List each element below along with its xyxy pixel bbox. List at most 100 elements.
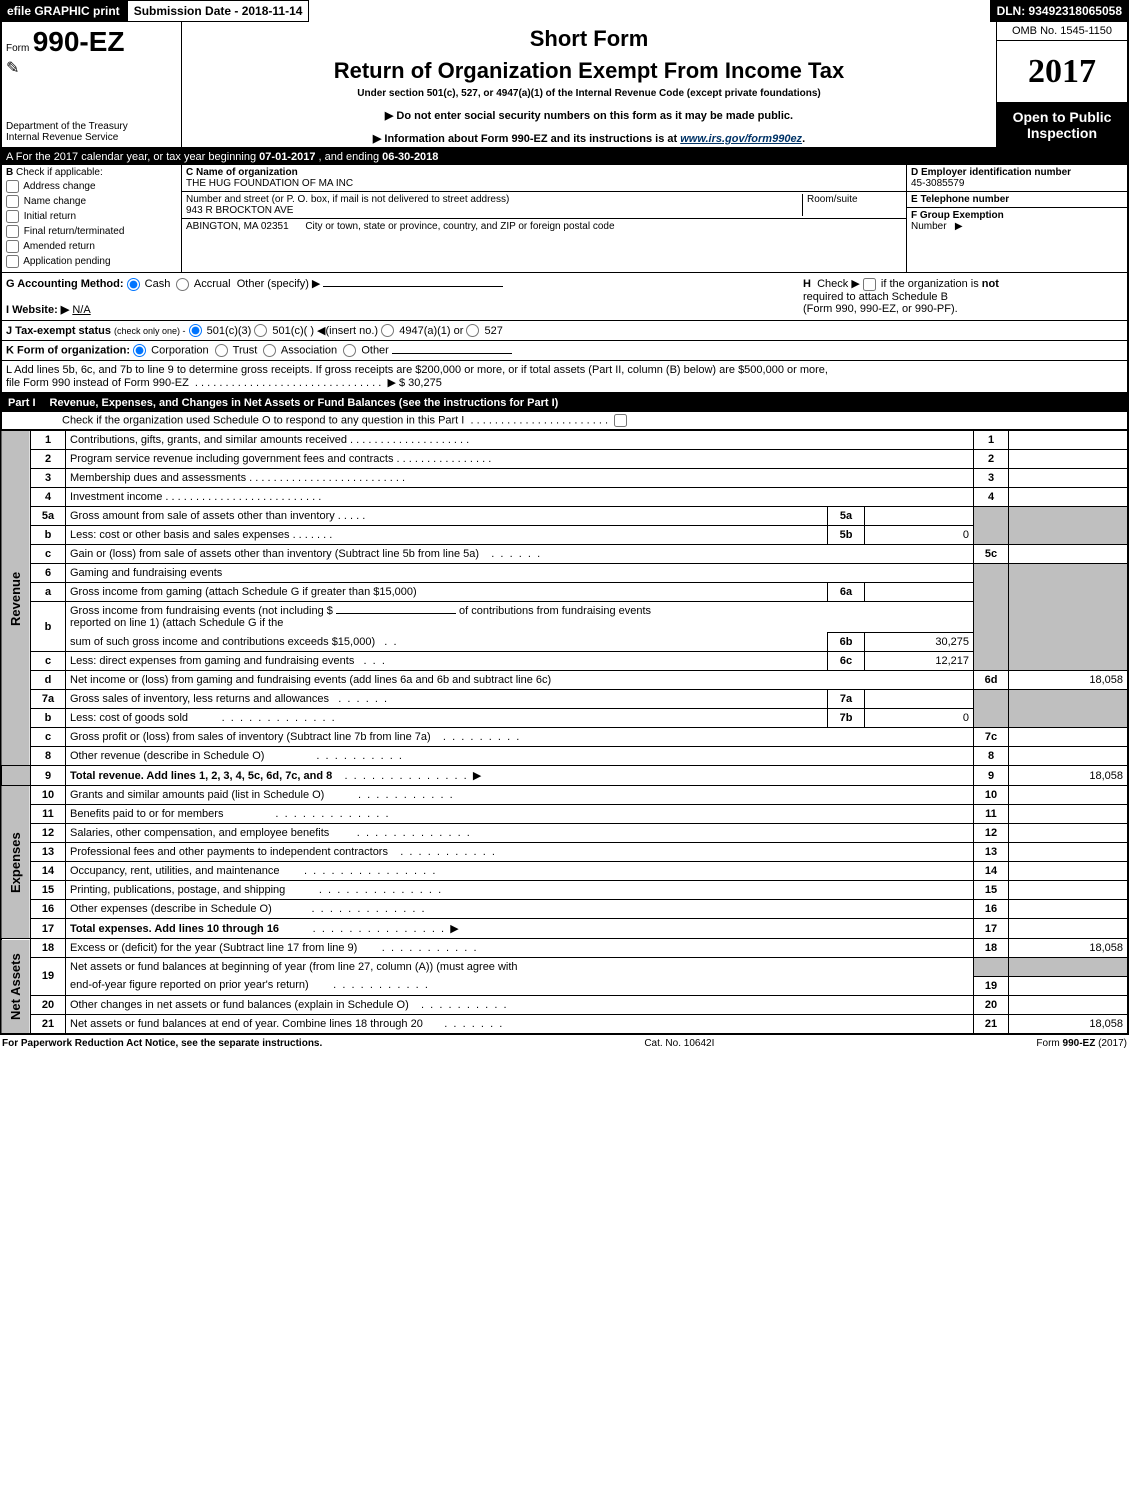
radio-cash[interactable]	[127, 278, 140, 291]
top-bar: efile GRAPHIC print Submission Date - 20…	[0, 0, 1129, 22]
line-2: 2 Program service revenue including gove…	[1, 450, 1128, 469]
note-ssn: ▶ Do not enter social security numbers o…	[190, 109, 988, 122]
line-6c: c Less: direct expenses from gaming and …	[1, 652, 1128, 671]
org-street: 943 R BROCKTON AVE	[186, 205, 293, 216]
website-value: N/A	[72, 304, 90, 316]
irs-label: Internal Revenue Service	[6, 132, 177, 143]
check-final-return[interactable]: Final return/terminated	[6, 225, 177, 238]
f-label: F Group Exemption	[911, 210, 1004, 221]
form-header: Form 990-EZ ✎ Department of the Treasury…	[0, 22, 1129, 149]
check-amended-return[interactable]: Amended return	[6, 240, 177, 253]
form-number-cell: Form 990-EZ ✎ Department of the Treasury…	[2, 22, 182, 147]
radio-accrual[interactable]	[176, 278, 189, 291]
radio-trust[interactable]	[215, 344, 228, 357]
line-16: 16 Other expenses (describe in Schedule …	[1, 900, 1128, 919]
tax-year: 2017	[997, 41, 1127, 103]
line-6d: d Net income or (loss) from gaming and f…	[1, 671, 1128, 690]
line-10: Expenses 10 Grants and similar amounts p…	[1, 786, 1128, 805]
line-6: 6 Gaming and fundraising events	[1, 564, 1128, 583]
line-9: 9 Total revenue. Add lines 1, 2, 3, 4, 5…	[1, 766, 1128, 786]
line-12: 12 Salaries, other compensation, and emp…	[1, 824, 1128, 843]
c-room-label: Room/suite	[807, 194, 858, 205]
line-11: 11 Benefits paid to or for members . . .…	[1, 805, 1128, 824]
line-7c: c Gross profit or (loss) from sales of i…	[1, 728, 1128, 747]
check-name-change[interactable]: Name change	[6, 195, 177, 208]
footer-row: For Paperwork Reduction Act Notice, see …	[0, 1035, 1129, 1052]
net-assets-label: Net Assets	[1, 939, 31, 1034]
b-label: B	[6, 167, 13, 178]
title-cell: Short Form Return of Organization Exempt…	[182, 22, 997, 147]
col-c: C Name of organization THE HUG FOUNDATIO…	[182, 165, 907, 272]
k-row: K Form of organization: Corporation Trus…	[2, 340, 1127, 360]
g-row: G Accounting Method: Cash Accrual Other …	[6, 277, 803, 316]
c-name-label: C Name of organization	[186, 167, 298, 178]
part1-header: Part I Revenue, Expenses, and Changes in…	[0, 394, 1129, 430]
check-address-change[interactable]: Address change	[6, 180, 177, 193]
c-city-label: City or town, state or province, country…	[305, 221, 614, 232]
efile-label: efile GRAPHIC print	[0, 0, 127, 22]
l-row: L Add lines 5b, 6c, and 7b to line 9 to …	[2, 360, 1127, 392]
footer-center: Cat. No. 10642I	[644, 1038, 714, 1049]
short-form-title: Short Form	[190, 26, 988, 52]
radio-501c[interactable]	[254, 324, 267, 337]
dept-treasury: Department of the Treasury	[6, 121, 177, 132]
line-15: 15 Printing, publications, postage, and …	[1, 881, 1128, 900]
line-5b: b Less: cost or other basis and sales ex…	[1, 526, 1128, 545]
c-street-label: Number and street (or P. O. box, if mail…	[186, 194, 509, 205]
col-def: D Employer identification number 45-3085…	[907, 165, 1127, 272]
note-info: ▶ Information about Form 990-EZ and its …	[190, 132, 988, 145]
row-a: A For the 2017 calendar year, or tax yea…	[2, 149, 1127, 165]
form-number: 990-EZ	[33, 26, 125, 57]
right-cell: OMB No. 1545-1150 2017 Open to Public In…	[997, 22, 1127, 147]
open-public: Open to Public Inspection	[997, 103, 1127, 147]
line-17: 17 Total expenses. Add lines 10 through …	[1, 919, 1128, 939]
expenses-label: Expenses	[1, 786, 31, 939]
line-19-2: end-of-year figure reported on prior yea…	[1, 976, 1128, 995]
h-row: H Check ▶ if the organization is not req…	[803, 277, 1123, 316]
omb-number: OMB No. 1545-1150	[997, 22, 1127, 41]
check-initial-return[interactable]: Initial return	[6, 210, 177, 223]
line-21: 21 Net assets or fund balances at end of…	[1, 1014, 1128, 1034]
footer-right: Form 990-EZ (2017)	[1036, 1038, 1127, 1049]
check-application-pending[interactable]: Application pending	[6, 255, 177, 268]
check-schedule-b[interactable]	[863, 278, 876, 291]
footer-left: For Paperwork Reduction Act Notice, see …	[2, 1038, 322, 1049]
org-name: THE HUG FOUNDATION OF MA INC	[186, 178, 353, 189]
main-title: Return of Organization Exempt From Incom…	[190, 58, 988, 84]
subtitle: Under section 501(c), 527, or 4947(a)(1)…	[190, 88, 988, 99]
check-schedule-o[interactable]	[614, 414, 627, 427]
line-8: 8 Other revenue (describe in Schedule O)…	[1, 747, 1128, 766]
part1-label: Part I	[8, 397, 50, 409]
d-label: D Employer identification number	[911, 167, 1071, 178]
radio-corporation[interactable]	[133, 344, 146, 357]
radio-other-org[interactable]	[343, 344, 356, 357]
line-20: 20 Other changes in net assets or fund b…	[1, 995, 1128, 1014]
radio-4947[interactable]	[381, 324, 394, 337]
main-table: Revenue 1 Contributions, gifts, grants, …	[0, 430, 1129, 1035]
line-5c: c Gain or (loss) from sale of assets oth…	[1, 545, 1128, 564]
form-prefix: Form	[6, 43, 29, 54]
revenue-label: Revenue	[1, 431, 31, 766]
part1-check-row: Check if the organization used Schedule …	[2, 412, 1127, 430]
j-row: J Tax-exempt status (check only one) - 5…	[2, 320, 1127, 341]
line-3: 3 Membership dues and assessments . . . …	[1, 469, 1128, 488]
gross-receipts-value: $ 30,275	[399, 377, 442, 389]
ein-value: 45-3085579	[911, 178, 964, 189]
line-19-1: 19 Net assets or fund balances at beginn…	[1, 958, 1128, 977]
line-6b-2: sum of such gross income and contributio…	[1, 633, 1128, 652]
form990ez-link[interactable]: www.irs.gov/form990ez	[680, 133, 802, 145]
radio-527[interactable]	[466, 324, 479, 337]
line-1: Revenue 1 Contributions, gifts, grants, …	[1, 431, 1128, 450]
org-city: ABINGTON, MA 02351	[186, 221, 289, 232]
submission-date: Submission Date - 2018-11-14	[127, 0, 310, 22]
line-13: 13 Professional fees and other payments …	[1, 843, 1128, 862]
line-6b-1: b Gross income from fundraising events (…	[1, 602, 1128, 633]
line-4: 4 Investment income . . . . . . . . . . …	[1, 488, 1128, 507]
line-18: Net Assets 18 Excess or (deficit) for th…	[1, 939, 1128, 958]
line-7a: 7a Gross sales of inventory, less return…	[1, 690, 1128, 709]
line-14: 14 Occupancy, rent, utilities, and maint…	[1, 862, 1128, 881]
radio-501c3[interactable]	[189, 324, 202, 337]
radio-association[interactable]	[263, 344, 276, 357]
col-b: B Check if applicable: Address change Na…	[2, 165, 182, 272]
line-6a: a Gross income from gaming (attach Sched…	[1, 583, 1128, 602]
